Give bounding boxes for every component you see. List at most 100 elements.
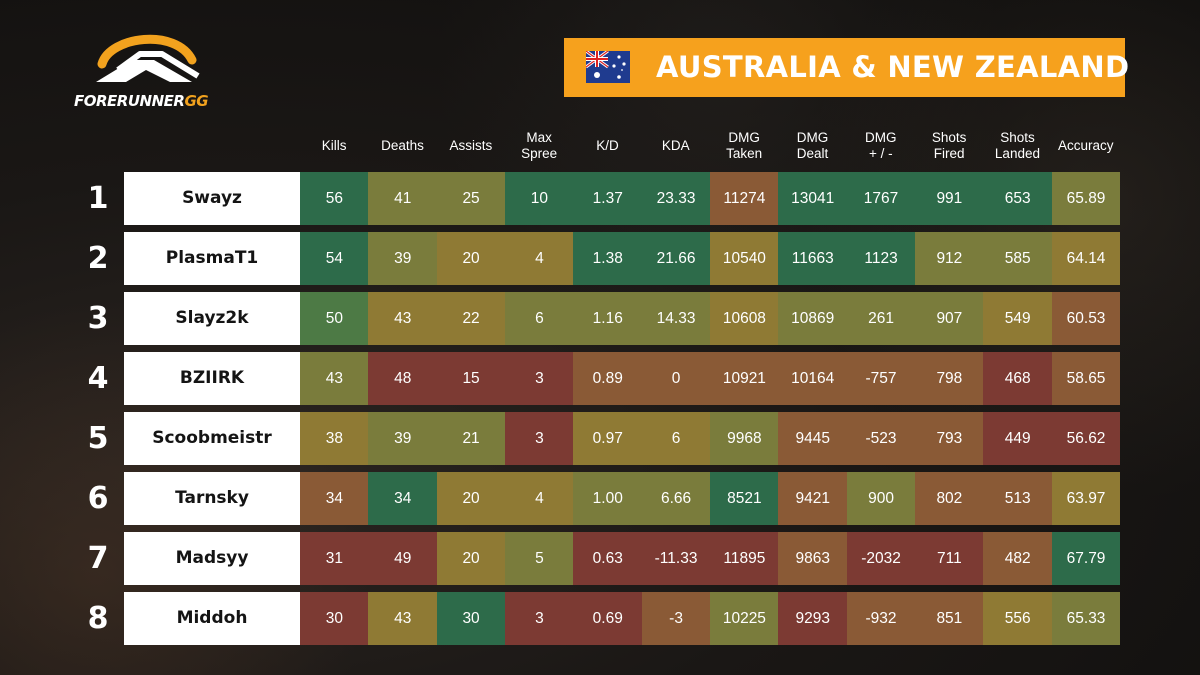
player-name: Madsyy — [124, 532, 300, 585]
table-row: 6 Tarnsky 34 34 20 4 1.00 6.66 8521 9421 900 802 513… — [0, 472, 1200, 525]
stat-kda: 21.66 — [641, 232, 711, 285]
stat-kills: 34 — [300, 472, 369, 525]
stat-kd: 1.16 — [573, 292, 643, 345]
player-name: Swayz — [124, 172, 300, 225]
table-row: 7 Madsyy 31 49 20 5 0.63 -11.33 11895 9863 -2032 71… — [0, 532, 1200, 585]
stat-assists: 20 — [436, 232, 506, 285]
stat-dmg-taken: 9968 — [709, 412, 779, 465]
stat-deaths: 34 — [368, 472, 438, 525]
stat-kda: 23.33 — [641, 172, 711, 225]
stat-shots-fired: 793 — [914, 412, 984, 465]
table-row: 1 Swayz 56 41 25 10 1.37 23.33 11274 13041 1767 991… — [0, 172, 1200, 225]
stat-kd: 0.63 — [573, 532, 643, 585]
table-row: 8 Middoh 30 43 30 3 0.69 -3 10225 9293 -932 851 556 6… — [0, 592, 1200, 645]
region-title: AUSTRALIA & NEW ZEALAND — [656, 50, 1130, 84]
stat-dmg-diff: -932 — [846, 592, 916, 645]
forerunner-logo-icon — [96, 34, 200, 82]
stat-dmg-taken: 10608 — [709, 292, 779, 345]
rank-number: 4 — [87, 361, 109, 396]
stat-kda: 6 — [641, 412, 711, 465]
stat-shots-fired: 991 — [914, 172, 984, 225]
stat-max-spree: 3 — [504, 352, 574, 405]
stat-shots-fired: 802 — [914, 472, 984, 525]
header-shots-landed: Shots Landed — [994, 130, 1040, 161]
player-name: BZIIRK — [124, 352, 300, 405]
header-deaths: Deaths — [381, 138, 424, 153]
stat-dmg-dealt: 11663 — [778, 232, 848, 285]
table-row: 3 Slayz2k 50 43 22 6 1.16 14.33 10608 10869 261 907… — [0, 292, 1200, 345]
rank-number: 6 — [87, 481, 109, 516]
stat-dmg-taken: 10540 — [709, 232, 779, 285]
stat-kda: 6.66 — [641, 472, 711, 525]
header-shots-fired: Shots Fired — [931, 130, 967, 161]
stat-max-spree: 10 — [504, 172, 574, 225]
stat-deaths: 49 — [368, 532, 438, 585]
player-name: PlasmaT1 — [124, 232, 300, 285]
stat-accuracy: 65.89 — [1051, 172, 1121, 225]
rank-number: 7 — [87, 541, 109, 576]
stat-max-spree: 4 — [504, 472, 574, 525]
stat-kills: 43 — [300, 352, 369, 405]
stat-kills: 31 — [300, 532, 369, 585]
stat-shots-landed: 549 — [983, 292, 1053, 345]
table-row: 4 BZIIRK 43 48 15 3 0.89 0 10921 10164 -757 798 468 5… — [0, 352, 1200, 405]
stat-assists: 22 — [436, 292, 506, 345]
stat-assists: 15 — [436, 352, 506, 405]
stat-dmg-taken: 10921 — [709, 352, 779, 405]
stat-kills: 56 — [300, 172, 369, 225]
stat-dmg-diff: 1123 — [846, 232, 916, 285]
header-dmg-dealt: DMG Dealt — [796, 130, 829, 161]
stat-kd: 0.69 — [573, 592, 643, 645]
column-headers: Kills Deaths Assists Max Spree K/D KDA DMG Tak… — [300, 126, 1120, 166]
header-kills: Kills — [321, 138, 347, 153]
stat-dmg-taken: 8521 — [709, 472, 779, 525]
stat-kills: 50 — [300, 292, 369, 345]
stat-dmg-dealt: 10164 — [778, 352, 848, 405]
player-name: Slayz2k — [124, 292, 300, 345]
stat-max-spree: 5 — [504, 532, 574, 585]
stat-shots-landed: 468 — [983, 352, 1053, 405]
stat-kills: 54 — [300, 232, 369, 285]
stat-dmg-taken: 10225 — [709, 592, 779, 645]
stat-assists: 25 — [436, 172, 506, 225]
stat-shots-landed: 585 — [983, 232, 1053, 285]
rank-number: 8 — [87, 601, 109, 636]
stat-dmg-diff: -2032 — [846, 532, 916, 585]
stat-shots-landed: 482 — [983, 532, 1053, 585]
stat-kills: 30 — [300, 592, 369, 645]
stat-deaths: 43 — [368, 592, 438, 645]
stat-max-spree: 6 — [504, 292, 574, 345]
stat-shots-fired: 798 — [914, 352, 984, 405]
stat-deaths: 39 — [368, 412, 438, 465]
stat-kda: -3 — [641, 592, 711, 645]
stat-max-spree: 3 — [504, 412, 574, 465]
stat-shots-landed: 449 — [983, 412, 1053, 465]
stat-accuracy: 65.33 — [1051, 592, 1121, 645]
stat-assists: 20 — [436, 472, 506, 525]
stat-kd: 1.37 — [573, 172, 643, 225]
header-dmg-taken: DMG Taken — [726, 130, 763, 161]
stat-accuracy: 64.14 — [1051, 232, 1121, 285]
stat-dmg-diff: -523 — [846, 412, 916, 465]
stat-max-spree: 4 — [504, 232, 574, 285]
header-kda: KDA — [661, 138, 690, 153]
stat-shots-fired: 907 — [914, 292, 984, 345]
stat-dmg-dealt: 9863 — [778, 532, 848, 585]
stat-shots-landed: 653 — [983, 172, 1053, 225]
stat-max-spree: 3 — [504, 592, 574, 645]
table-row: 5 Scoobmeistr 38 39 21 3 0.97 6 9968 9445 -523 793 4… — [0, 412, 1200, 465]
stat-accuracy: 56.62 — [1051, 412, 1121, 465]
australia-flag-icon — [586, 51, 630, 83]
stat-kd: 0.89 — [573, 352, 643, 405]
stat-kd: 0.97 — [573, 412, 643, 465]
stat-deaths: 41 — [368, 172, 438, 225]
stat-accuracy: 58.65 — [1051, 352, 1121, 405]
rank-number: 3 — [87, 301, 109, 336]
region-banner: AUSTRALIA & NEW ZEALAND — [564, 38, 1129, 97]
stat-shots-landed: 513 — [983, 472, 1053, 525]
stat-kda: 14.33 — [641, 292, 711, 345]
stat-deaths: 48 — [368, 352, 438, 405]
header-assists: Assists — [449, 138, 493, 153]
rank-number: 2 — [87, 241, 109, 276]
stat-shots-fired: 912 — [914, 232, 984, 285]
